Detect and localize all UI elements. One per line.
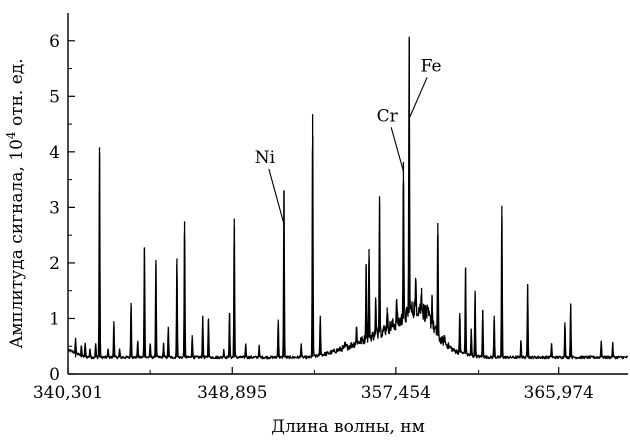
annotation-label: Cr [377, 106, 399, 126]
x-axis-label: Длина волны, нм [271, 417, 425, 437]
x-tick-label: 365,974 [524, 383, 594, 403]
y-axis-label: Амплитуда сигнала, 104 отн. ед. [4, 58, 27, 348]
x-tick-label: 340,301 [33, 383, 103, 403]
annotations: Ni Cr Fe [255, 56, 442, 225]
spectrum-series-line [67, 36, 629, 360]
y-tick-label: 5 [49, 87, 60, 107]
y-tick-label: 0 [49, 365, 60, 385]
y-axis-label-main: Амплитуда сигнала, 10 [7, 139, 27, 349]
annotation-label: Ni [255, 148, 276, 168]
y-tick-label: 2 [49, 254, 60, 274]
annotation-label: Fe [421, 56, 442, 76]
spectrum-peaks [74, 39, 614, 358]
annotation-leader [268, 168, 285, 225]
x-tick-label: 348,895 [197, 383, 267, 403]
y-tick-label: 3 [49, 198, 60, 218]
y-tick-label: 1 [49, 309, 60, 329]
annotation-leader [408, 77, 428, 119]
x-tick-label: 357,454 [361, 383, 431, 403]
axes [67, 13, 628, 375]
x-ticks: 340,301 348,895 357,454 365,974 [33, 367, 594, 403]
y-axis-label-exponent: 4 [4, 131, 18, 139]
y-tick-label: 6 [49, 32, 60, 52]
y-tick-label: 4 [49, 143, 60, 163]
annotation-leader [390, 127, 404, 172]
y-ticks: 0 1 2 3 4 5 6 [49, 32, 75, 385]
y-axis-label-unit: отн. ед. [7, 58, 27, 131]
